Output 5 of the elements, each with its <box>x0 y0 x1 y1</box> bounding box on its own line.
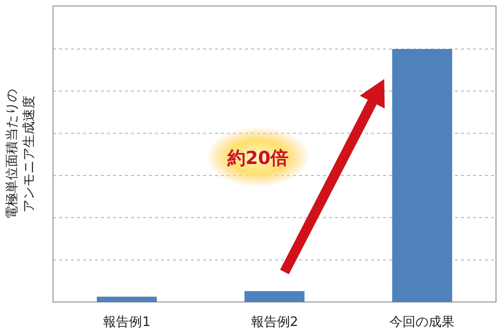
x-tick-label: 報告例2 <box>250 315 298 330</box>
x-tick-label: 今回の成果 <box>390 315 455 330</box>
x-tick-label: 報告例1 <box>103 315 150 330</box>
annotation: 約20倍 <box>226 148 289 169</box>
y-axis-title: 電極単位面積当たりのアンモニア生成速度 <box>5 89 37 219</box>
